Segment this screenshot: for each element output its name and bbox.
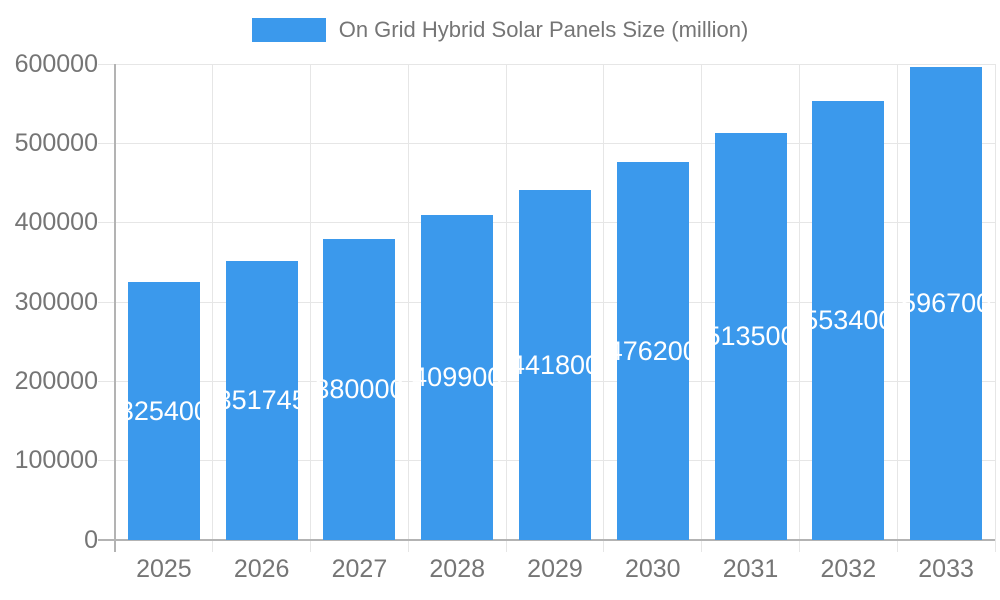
x-gridline xyxy=(310,64,312,552)
y-tick-label: 200000 xyxy=(14,366,98,395)
x-gridline xyxy=(505,64,507,552)
legend-item[interactable]: On Grid Hybrid Solar Panels Size (millio… xyxy=(251,17,749,43)
x-axis-line xyxy=(98,539,995,541)
x-gridline xyxy=(896,64,898,552)
bar-value-label: 380000 xyxy=(314,374,405,405)
bar-value-label: 553400 xyxy=(803,305,894,336)
y-tick-label: 100000 xyxy=(14,446,98,475)
x-gridline xyxy=(701,64,703,552)
x-tick-label: 2025 xyxy=(136,555,192,583)
bar-value-label: 409900 xyxy=(412,362,503,393)
y-tick-label: 300000 xyxy=(14,287,98,316)
y-gridline xyxy=(98,63,995,65)
bar xyxy=(812,100,885,540)
x-gridline xyxy=(407,64,409,552)
bar-value-label: 596700 xyxy=(901,288,992,319)
x-tick-label: 2027 xyxy=(331,555,388,583)
x-gridline xyxy=(603,64,605,552)
x-gridline xyxy=(798,64,800,552)
bar-value-label: 441800 xyxy=(509,349,601,380)
bar-value-label: 325400 xyxy=(118,395,209,426)
x-tick-label: 2029 xyxy=(527,555,583,583)
x-tick-label: 2028 xyxy=(429,555,486,583)
bar xyxy=(910,66,983,540)
bar-value-label: 476200 xyxy=(607,336,698,367)
y-tick-label: 400000 xyxy=(14,208,98,237)
y-tick-label: 0 xyxy=(84,525,98,554)
bar-value-label: 351745 xyxy=(216,385,307,416)
y-axis-line xyxy=(114,64,116,552)
bar xyxy=(323,238,396,540)
x-tick-label: 2030 xyxy=(624,555,681,583)
y-gridline xyxy=(98,142,995,144)
bar xyxy=(225,260,298,540)
x-gridline xyxy=(212,64,214,552)
legend-swatch xyxy=(251,18,326,42)
x-tick-label: 2032 xyxy=(820,555,877,583)
legend-label: On Grid Hybrid Solar Panels Size (millio… xyxy=(338,17,749,42)
bar xyxy=(714,132,787,540)
y-tick-label: 500000 xyxy=(14,128,98,157)
bar xyxy=(616,162,689,540)
bar xyxy=(127,281,200,540)
bar-value-label: 513500 xyxy=(705,321,796,352)
plot-area: 0 100000 200000 300000 400000 500000 600000 325… xyxy=(15,51,996,582)
y-tick-label: 600000 xyxy=(14,49,98,78)
x-tick-label: 2026 xyxy=(233,555,290,583)
bar xyxy=(421,214,494,540)
x-tick-label: 2031 xyxy=(722,555,779,583)
legend: On Grid Hybrid Solar Panels Size (millio… xyxy=(0,17,1000,43)
x-gridline xyxy=(994,64,996,552)
bar xyxy=(519,189,591,540)
x-tick-label: 2033 xyxy=(918,555,974,583)
